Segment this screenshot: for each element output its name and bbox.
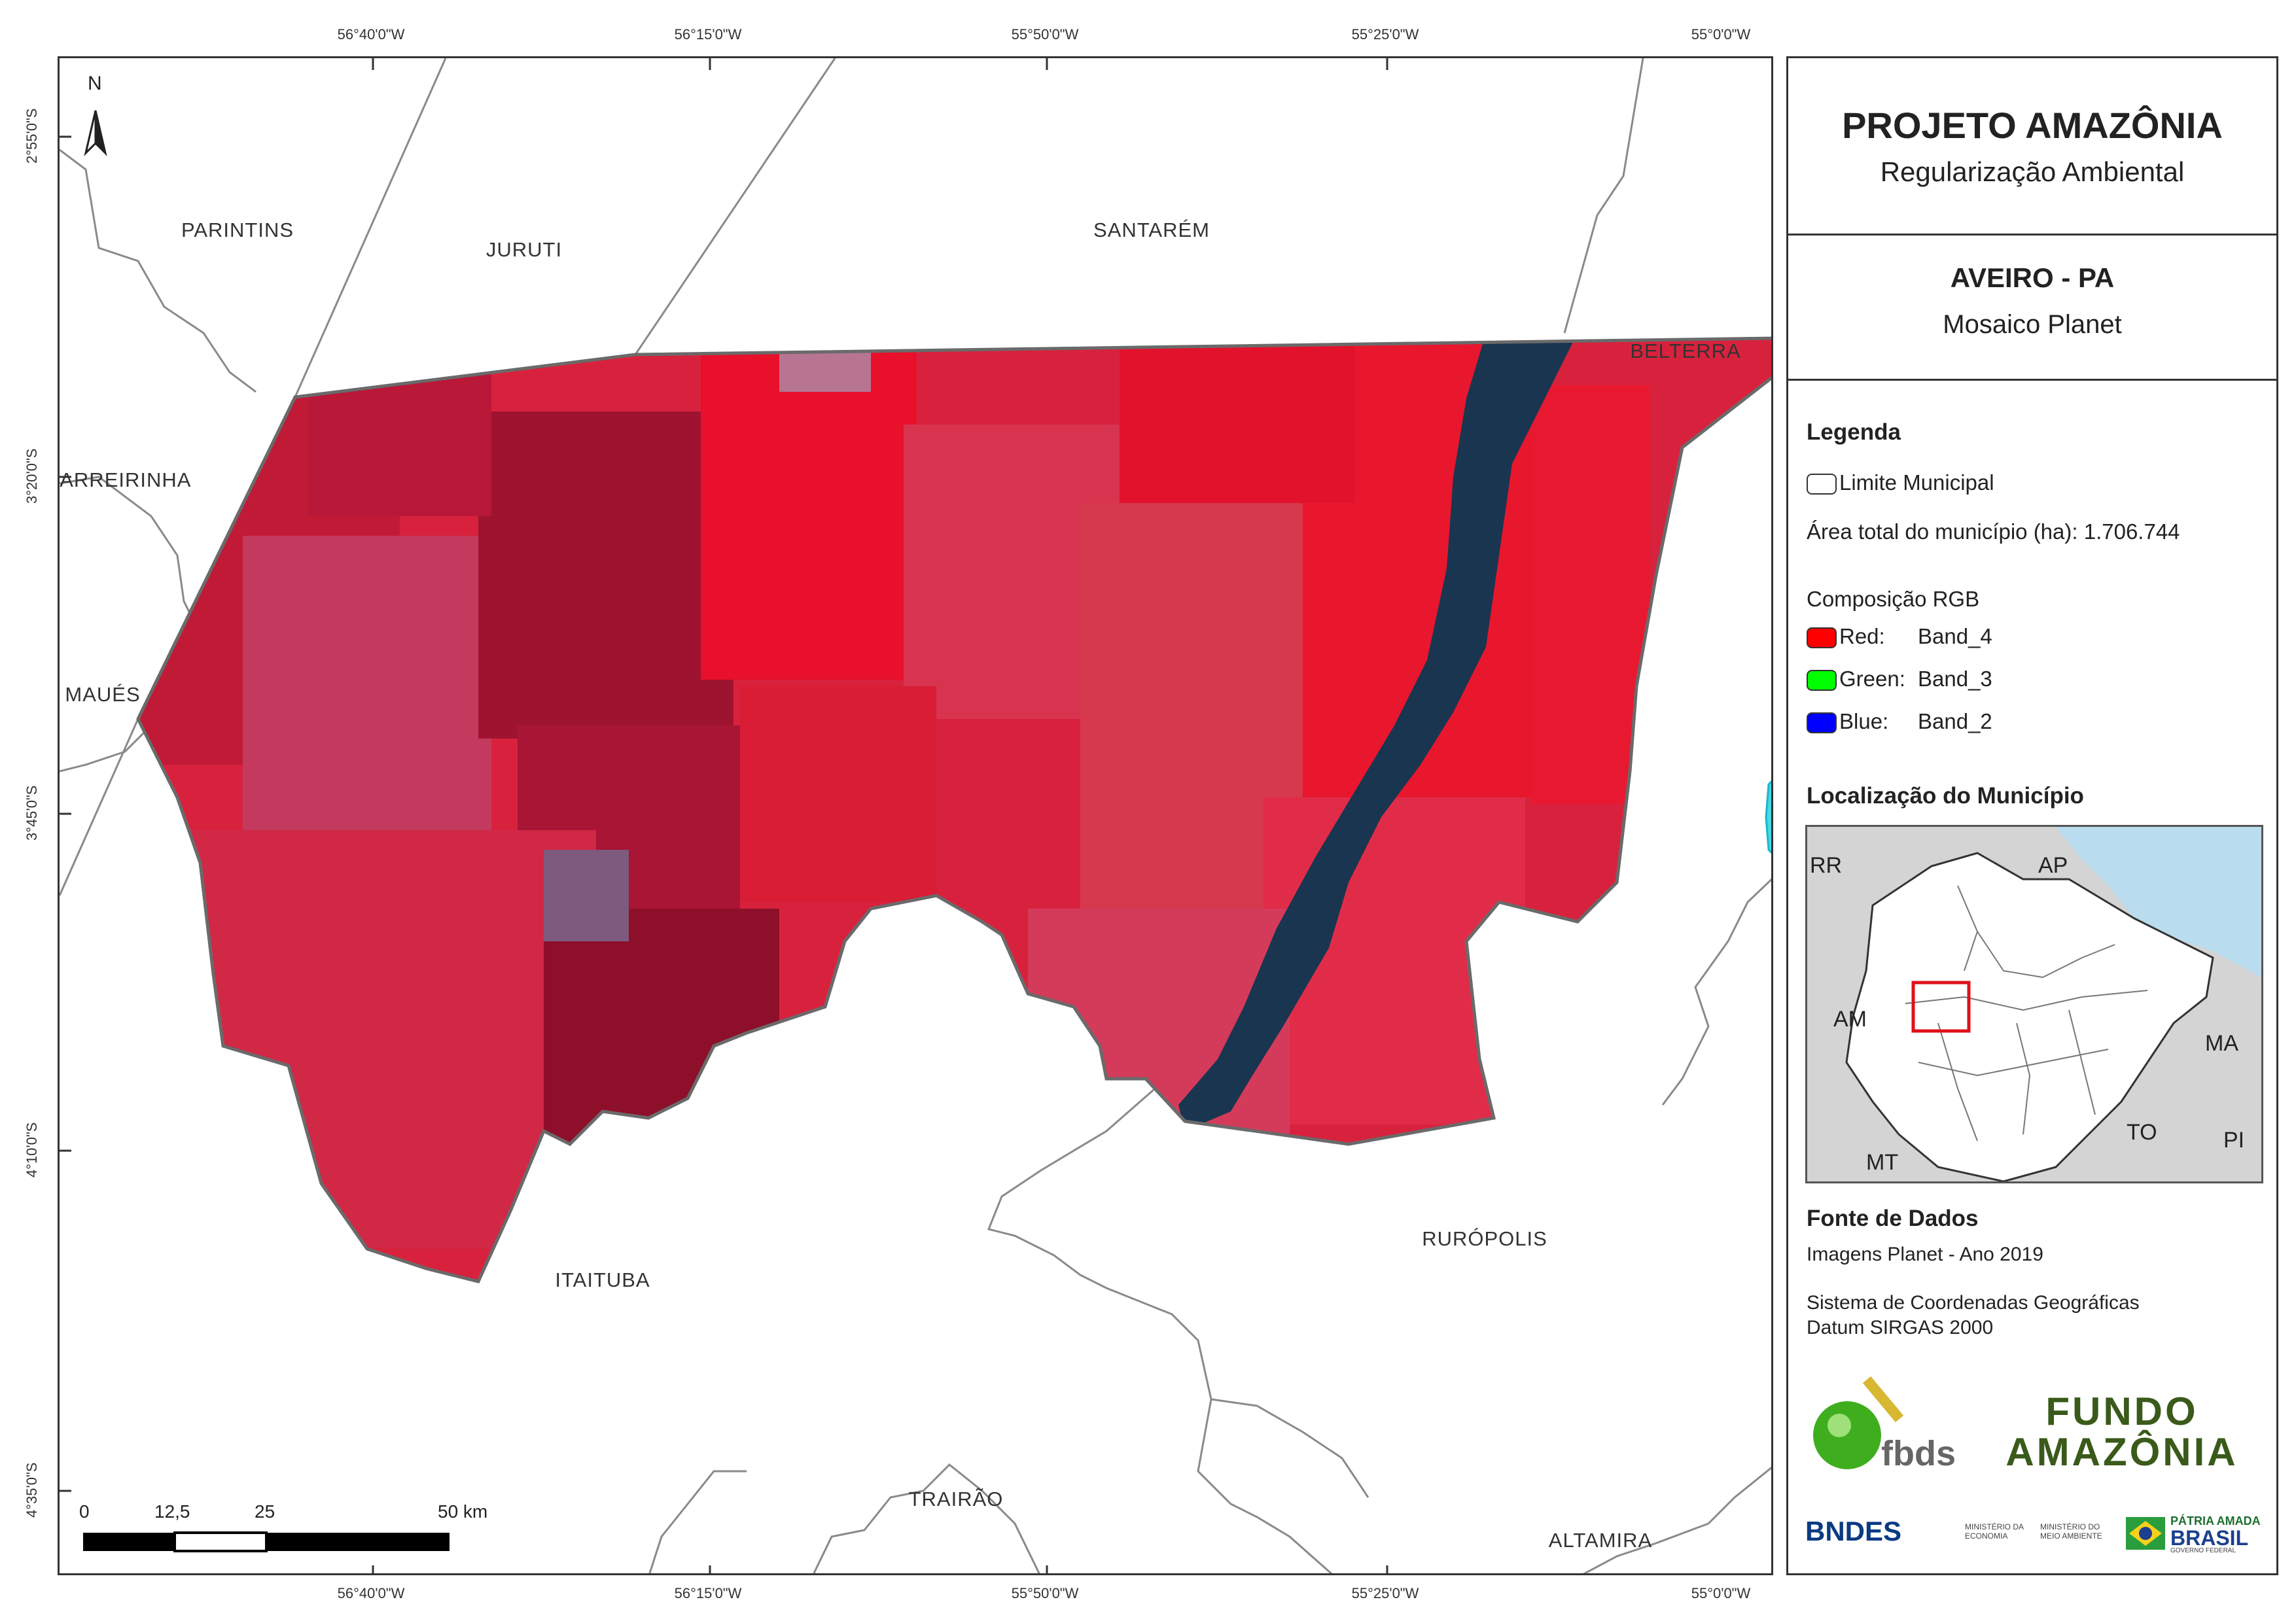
state-label-rr: RR — [1810, 853, 1843, 878]
band-name-red: Band_4 — [1918, 624, 1992, 648]
band-name-green: Band_3 — [1918, 667, 1992, 691]
place-label-parintins: PARINTINS — [181, 218, 294, 241]
crs-line-1: Sistema de Coordenadas Geográficas — [1807, 1292, 2140, 1314]
boundary-swatch — [1807, 474, 1837, 495]
place-label-trairao: TRAIRÃO — [908, 1488, 1004, 1510]
latitude-label: 4°10'0"S — [24, 1122, 40, 1178]
scale-label: 50 km — [438, 1501, 488, 1522]
fbds-logo-text: fbds — [1881, 1434, 1956, 1473]
legend-panel: PROJETO AMAZÔNIA Regularização Ambiental… — [1786, 56, 2278, 1575]
red-band-swatch — [1807, 627, 1837, 648]
legend-heading: Legenda — [1807, 419, 1901, 445]
ministerio-meio-ambiente: MINISTÉRIO DO MEIO AMBIENTE — [2040, 1522, 2102, 1541]
latitude-label: 4°35'0"S — [24, 1462, 40, 1518]
satellite-map — [60, 58, 1771, 1573]
latitude-label: 2°55'0"S — [24, 108, 40, 164]
governo-federal-logo: PÁTRIA AMADA BRASIL GOVERNO FEDERAL — [2126, 1514, 2270, 1556]
longitude-label: 56°15'0"W — [674, 1585, 742, 1601]
scale-label: 12,5 — [154, 1501, 190, 1522]
place-label-ruropolis: RURÓPOLIS — [1422, 1227, 1547, 1250]
area-label: Área total do município (ha): 1.706.744 — [1807, 519, 2180, 544]
north-arrow-icon — [84, 110, 107, 156]
state-label-pi: PI — [2223, 1128, 2245, 1153]
location-inset-map: RR AP AM MA TO PI MT — [1805, 825, 2263, 1183]
north-label: N — [88, 73, 102, 94]
state-label-mt: MT — [1866, 1150, 1899, 1175]
project-title: PROJETO AMAZÔNIA — [1842, 105, 2223, 146]
crs-line-2: Datum SIRGAS 2000 — [1807, 1317, 1994, 1338]
map-frame[interactable]: N PARINTINS JURUTI SANTARÉM BELTERRA BAR… — [58, 56, 1773, 1575]
longitude-label: 55°25'0"W — [1351, 1585, 1419, 1601]
longitude-label: 56°40'0"W — [337, 26, 405, 43]
longitude-label: 55°25'0"W — [1351, 26, 1419, 43]
place-label-belterra: BELTERRA — [1630, 340, 1741, 362]
map-type: Mosaico Planet — [1943, 310, 2122, 339]
state-label-ma: MA — [2205, 1031, 2238, 1056]
blue-band-swatch — [1807, 712, 1837, 733]
imagery-source: Imagens Planet - Ano 2019 — [1807, 1244, 2043, 1265]
band-name-blue: Band_2 — [1918, 709, 1992, 733]
place-label-maues: MAUÉS — [65, 683, 141, 706]
project-subtitle: Regularização Ambiental — [1880, 156, 2185, 187]
place-label-altamira: ALTAMIRA — [1548, 1529, 1653, 1552]
longitude-label: 55°0'0"W — [1691, 26, 1751, 43]
state-label-to: TO — [2127, 1120, 2157, 1145]
place-label-santarem: SANTARÉM — [1093, 218, 1210, 241]
graticule-ticks — [60, 58, 1388, 1573]
place-label-itaituba: ITAITUBA — [555, 1268, 650, 1291]
longitude-label: 56°40'0"W — [337, 1585, 405, 1601]
fundo-amazonia-logo: FUNDO AMAZÔNIA — [2005, 1389, 2238, 1474]
latitude-label: 3°20'0"S — [24, 448, 40, 504]
band-label-red: Red: — [1839, 624, 1885, 648]
municipality-title: AVEIRO - PA — [1950, 262, 2115, 293]
scale-label: 0 — [79, 1501, 90, 1522]
sources-heading: Fonte de Dados — [1807, 1206, 1979, 1231]
rgb-heading: Composição RGB — [1807, 587, 1980, 611]
bndes-logo: BNDES — [1805, 1516, 1902, 1546]
state-label-am: AM — [1833, 1007, 1867, 1032]
ministerio-economia: MINISTÉRIO DA ECONOMIA — [1965, 1522, 2024, 1541]
boundary-label: Limite Municipal — [1839, 470, 1994, 495]
municipal-boundary — [136, 336, 1771, 1283]
place-label-juruti: JURUTI — [486, 238, 563, 261]
state-label-ap: AP — [2038, 853, 2068, 878]
scale-label: 25 — [255, 1501, 275, 1522]
green-band-swatch — [1807, 670, 1837, 691]
scale-bar — [83, 1531, 450, 1552]
location-heading: Localização do Município — [1807, 783, 2084, 809]
band-label-blue: Blue: — [1839, 709, 1889, 733]
band-label-green: Green: — [1839, 667, 1905, 691]
longitude-label: 55°0'0"W — [1691, 1585, 1751, 1601]
water-feature — [1765, 780, 1771, 854]
longitude-label: 55°50'0"W — [1011, 1585, 1079, 1601]
longitude-label: 55°50'0"W — [1011, 26, 1079, 43]
longitude-label: 56°15'0"W — [674, 26, 742, 43]
aveiro-mosaic — [138, 336, 1771, 1282]
place-label-barreirinha: BARREIRINHA — [58, 468, 192, 491]
fbds-logo: fbds — [1808, 1373, 1958, 1473]
latitude-label: 3°45'0"S — [24, 785, 40, 841]
